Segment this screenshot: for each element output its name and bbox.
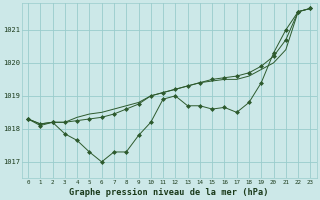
X-axis label: Graphe pression niveau de la mer (hPa): Graphe pression niveau de la mer (hPa) <box>69 188 269 197</box>
